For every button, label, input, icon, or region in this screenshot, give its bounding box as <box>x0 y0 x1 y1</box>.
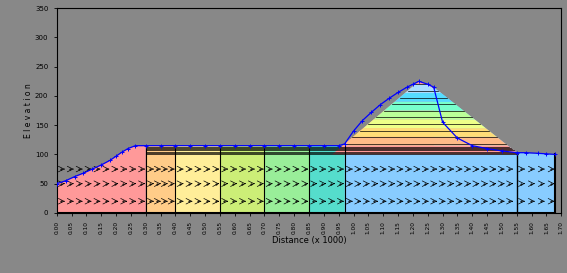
Polygon shape <box>345 81 434 146</box>
Polygon shape <box>332 146 519 155</box>
Polygon shape <box>395 93 452 102</box>
Polygon shape <box>220 146 264 213</box>
Y-axis label: E l e v a t i o n: E l e v a t i o n <box>24 83 33 138</box>
Polygon shape <box>363 119 485 128</box>
Polygon shape <box>309 146 345 213</box>
Polygon shape <box>264 146 309 213</box>
Polygon shape <box>57 146 146 213</box>
X-axis label: Distance (x 1000): Distance (x 1000) <box>272 236 346 245</box>
Polygon shape <box>384 102 463 111</box>
Polygon shape <box>342 137 508 146</box>
Polygon shape <box>405 84 441 93</box>
Polygon shape <box>345 87 556 213</box>
Polygon shape <box>175 146 220 213</box>
Polygon shape <box>353 128 497 137</box>
Polygon shape <box>374 111 475 119</box>
Polygon shape <box>146 146 175 213</box>
